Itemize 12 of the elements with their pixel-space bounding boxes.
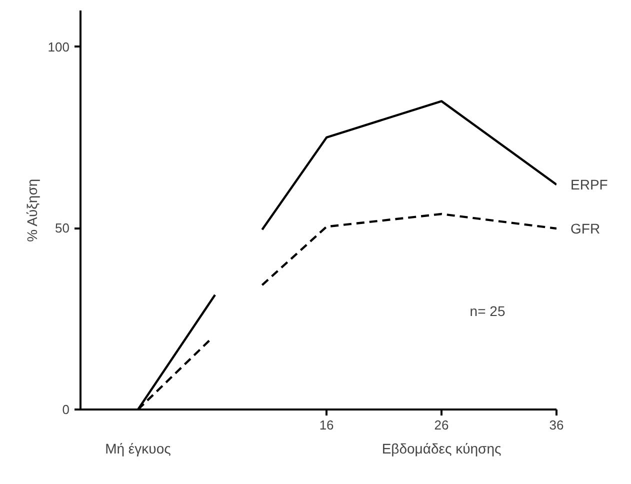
y-tick-label: 0	[62, 402, 70, 417]
x-tick-label: 36	[549, 418, 564, 432]
y-axis-title: % Αύξηση	[24, 178, 40, 242]
text: Μή έγκυος	[105, 440, 172, 456]
series-label: GFR	[570, 220, 600, 236]
x-axis-title: Εβδομάδες κύησης	[382, 440, 502, 456]
y-tick-label: 50	[55, 220, 70, 236]
y-tick-label: 100	[48, 39, 70, 54]
x-tick-label: 26	[434, 418, 449, 432]
annotation: n= 25	[470, 302, 506, 319]
series-label: ERPF	[570, 176, 608, 193]
x-tick-label: 16	[319, 418, 334, 432]
